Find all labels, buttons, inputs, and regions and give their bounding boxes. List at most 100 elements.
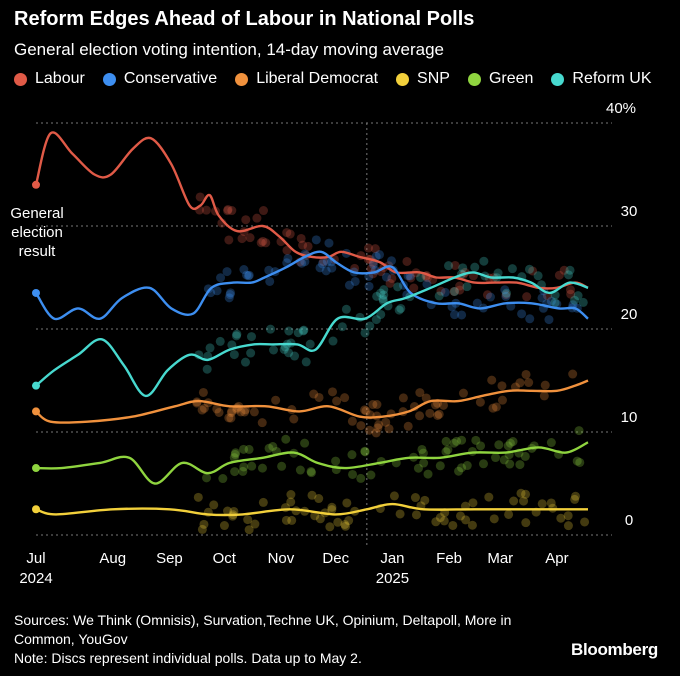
poll-disc-conservative xyxy=(264,265,274,275)
poll-disc-snp xyxy=(389,491,399,501)
legend-item-snp: SNP xyxy=(396,70,450,88)
poll-disc-green xyxy=(277,461,287,471)
poll-disc-conservative xyxy=(525,314,535,324)
poll-disc-liberal-democrat xyxy=(403,421,413,431)
poll-disc-conservative xyxy=(501,291,511,301)
poll-disc-green xyxy=(244,444,254,454)
poll-disc-labour xyxy=(224,235,234,245)
poll-disc-snp xyxy=(411,510,421,520)
poll-disc-green xyxy=(471,435,481,445)
poll-disc-green xyxy=(454,466,464,476)
poll-disc-reform-uk xyxy=(269,345,279,355)
poll-disc-conservative xyxy=(212,286,222,296)
poll-disc-snp xyxy=(468,498,478,508)
poll-disc-snp xyxy=(439,516,449,526)
poll-disc-labour xyxy=(436,286,446,296)
x-tick-oct: Oct xyxy=(213,550,237,567)
poll-disc-reform-uk xyxy=(372,291,382,301)
poll-disc-liberal-democrat xyxy=(257,418,267,428)
poll-disc-liberal-democrat xyxy=(475,397,485,407)
poll-disc-reform-uk xyxy=(293,328,303,338)
y-tick-10: 10 xyxy=(621,409,638,426)
chart-legend: Labour Conservative Liberal Democrat SNP… xyxy=(14,70,652,88)
poll-disc-liberal-democrat xyxy=(415,411,425,421)
poll-disc-snp xyxy=(420,495,430,505)
election-result-disc-snp xyxy=(32,505,40,514)
poll-disc-labour xyxy=(241,215,251,225)
x-tick-nov: Nov xyxy=(268,550,295,567)
poll-disc-green xyxy=(247,461,257,471)
poll-disc-green xyxy=(575,457,585,467)
poll-disc-reform-uk xyxy=(479,256,489,266)
poll-disc-labour xyxy=(501,290,511,300)
series-line-green xyxy=(35,441,589,485)
poll-disc-liberal-democrat xyxy=(198,387,208,397)
poll-disc-liberal-democrat xyxy=(371,428,381,438)
poll-disc-liberal-democrat xyxy=(197,405,207,415)
poll-disc-labour xyxy=(223,204,233,214)
poll-disc-green xyxy=(229,453,239,463)
poll-disc-liberal-democrat xyxy=(421,393,431,403)
poll-disc-conservative xyxy=(371,251,381,261)
poll-disc-green xyxy=(417,444,427,454)
poll-disc-liberal-democrat xyxy=(232,403,242,413)
poll-disc-green xyxy=(574,426,584,436)
poll-disc-labour xyxy=(245,233,255,243)
footer: Sources: We Think (Omnisis), Survation,T… xyxy=(14,611,534,668)
legend-swatch-liberal-democrat xyxy=(235,72,249,86)
poll-disc-reform-uk xyxy=(246,332,256,342)
poll-disc-labour xyxy=(387,273,397,283)
x-tick-apr: Apr xyxy=(545,550,568,567)
poll-disc-green xyxy=(457,463,467,473)
legend-label-conservative: Conservative xyxy=(123,70,218,87)
poll-disc-snp xyxy=(340,519,350,529)
poll-disc-reform-uk xyxy=(416,273,426,283)
poll-disc-green xyxy=(413,463,423,473)
poll-disc-reform-uk xyxy=(394,305,404,315)
poll-disc-green xyxy=(441,436,451,446)
poll-disc-snp xyxy=(258,497,268,507)
poll-disc-snp xyxy=(504,509,514,519)
poll-disc-snp xyxy=(197,524,207,534)
poll-disc-green xyxy=(515,460,525,470)
poll-disc-liberal-democrat xyxy=(458,388,468,398)
x-tick-mar: Mar xyxy=(487,550,513,567)
gridlines xyxy=(36,122,612,545)
poll-disc-snp xyxy=(219,521,229,531)
election-result-annotation: General election result xyxy=(10,205,64,260)
legend-item-reform-uk: Reform UK xyxy=(551,70,652,88)
poll-disc-snp xyxy=(287,515,297,525)
poll-disc-reform-uk xyxy=(301,357,311,367)
poll-disc-liberal-democrat xyxy=(415,388,425,398)
poll-disc-labour xyxy=(406,273,416,283)
poll-disc-labour xyxy=(522,292,532,302)
legend-label-green: Green xyxy=(488,70,534,87)
poll-disc-snp xyxy=(519,496,529,506)
series-line-conservative xyxy=(34,250,589,321)
poll-disc-liberal-democrat xyxy=(226,413,236,423)
poll-disc-snp xyxy=(307,490,317,500)
poll-disc-liberal-democrat xyxy=(433,411,443,421)
poll-disc-liberal-democrat xyxy=(361,406,371,416)
poll-disc-snp xyxy=(580,517,590,527)
poll-disc-liberal-democrat xyxy=(356,421,366,431)
poll-disc-conservative xyxy=(226,288,236,298)
poll-disc-green xyxy=(268,442,278,452)
poll-disc-green xyxy=(423,469,433,479)
poll-discs xyxy=(192,192,590,535)
poll-disc-liberal-democrat xyxy=(540,380,550,390)
poll-disc-labour xyxy=(554,270,564,280)
sources-text: Sources: We Think (Omnisis), Survation,T… xyxy=(14,612,512,647)
poll-disc-snp xyxy=(556,513,566,523)
x-tick-dec: Dec xyxy=(322,550,349,567)
poll-disc-conservative xyxy=(485,292,495,302)
poll-disc-green xyxy=(281,434,291,444)
poll-disc-snp xyxy=(325,522,335,532)
poll-disc-reform-uk xyxy=(550,298,560,308)
poll-disc-reform-uk xyxy=(229,350,239,360)
series-line-liberal-democrat xyxy=(35,379,589,424)
poll-disc-reform-uk xyxy=(501,288,511,298)
poll-disc-liberal-democrat xyxy=(384,424,394,434)
poll-disc-liberal-democrat xyxy=(539,391,549,401)
poll-disc-green xyxy=(546,438,556,448)
